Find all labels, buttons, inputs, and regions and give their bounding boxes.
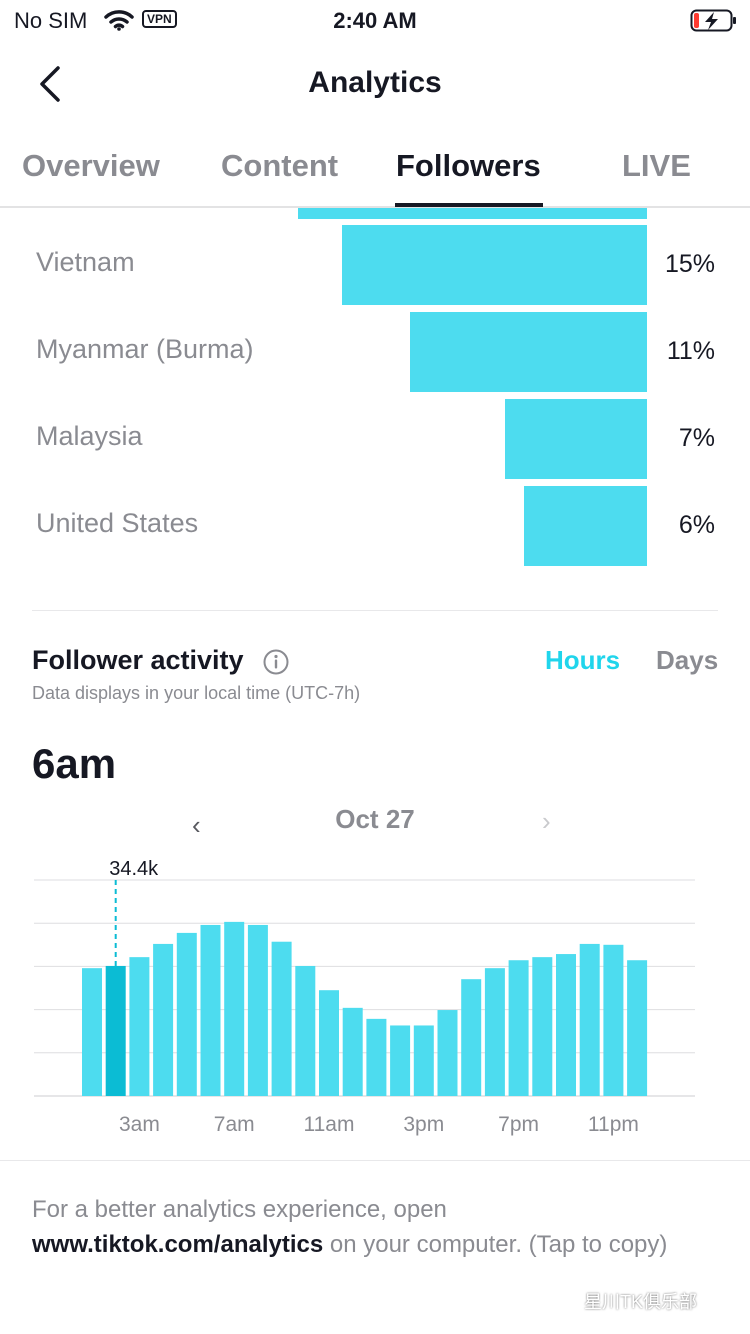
chart-bar-1pm[interactable] — [366, 1018, 387, 1096]
tab-live[interactable]: LIVE — [622, 148, 691, 183]
chart-bar-5am[interactable] — [176, 932, 197, 1096]
info-icon[interactable] — [262, 648, 290, 681]
watermark: 星川TK俱乐部 — [584, 1292, 698, 1312]
chart-bar-4pm[interactable] — [437, 1010, 458, 1096]
tab-overview[interactable]: Overview — [22, 148, 160, 183]
chart-bar-6pm[interactable] — [484, 968, 505, 1096]
previous-date-button[interactable]: ‹ — [192, 810, 201, 840]
country-name: Vietnam — [36, 247, 135, 277]
chart-bar-8am[interactable] — [247, 924, 268, 1096]
analytics-tabs: Overview Content Followers LIVE — [0, 140, 750, 208]
timezone-note: Data displays in your local time (UTC-7h… — [32, 683, 361, 703]
country-percent: 7% — [678, 424, 715, 452]
page-title: Analytics — [308, 66, 442, 99]
chart-bar-7pm[interactable] — [508, 960, 529, 1096]
analytics-link[interactable]: www.tiktok.com/analytics — [32, 1231, 324, 1258]
footer-divider — [0, 1160, 750, 1161]
date-label: Oct 27 — [335, 804, 415, 834]
country-name: Malaysia — [36, 421, 143, 451]
status-bar: No SIM VPN 2:40 AM — [0, 0, 750, 40]
days-toggle[interactable]: Days — [656, 645, 719, 675]
footer-text: For a better analytics experience, open — [32, 1196, 447, 1223]
section-divider — [32, 610, 718, 611]
x-tick-label: 7am — [214, 1113, 255, 1136]
chart-bar-10pm[interactable] — [579, 943, 600, 1096]
country-bar — [524, 486, 647, 566]
footer-text-after: on your computer. (Tap to copy) — [329, 1231, 668, 1258]
country-row: Malaysia 7% — [0, 399, 750, 481]
chart-bar-5pm[interactable] — [461, 979, 482, 1096]
country-percent: 11% — [666, 337, 715, 365]
analytics-footer-note[interactable]: For a better analytics experience, open … — [32, 1192, 722, 1262]
chart-bar-12am[interactable] — [627, 960, 648, 1096]
vpn-badge: VPN — [142, 10, 177, 28]
carrier-label: No SIM — [14, 8, 88, 33]
follower-activity-title: Follower activity — [32, 645, 244, 675]
chart-bar-9pm[interactable] — [556, 954, 576, 1096]
country-row: Vietnam 15% — [0, 225, 750, 307]
wifi-icon — [104, 9, 134, 36]
chart-bar-7am[interactable] — [224, 921, 245, 1096]
chart-bar-12pm[interactable] — [342, 1007, 363, 1096]
country-bar-partial — [298, 208, 647, 219]
active-tab-indicator — [395, 203, 543, 207]
x-tick-label: 7pm — [498, 1113, 539, 1136]
chart-bar-3am[interactable] — [129, 957, 150, 1096]
chart-bar-2am[interactable] — [105, 965, 126, 1096]
selected-hour: 6am — [32, 740, 117, 787]
tab-followers[interactable]: Followers — [396, 148, 541, 183]
chart-bar-2pm[interactable] — [390, 1025, 411, 1096]
chart-bar-3pm[interactable] — [413, 1025, 434, 1096]
country-percent: 6% — [678, 511, 715, 539]
country-row: United States 6% — [0, 486, 750, 568]
chart-bar-9am[interactable] — [271, 941, 292, 1096]
country-bar — [505, 399, 647, 479]
chart-bar-4am[interactable] — [153, 943, 174, 1096]
follower-activity-chart[interactable]: 34.4k 3am 7am 11am 3pm 7pm 11pm — [0, 850, 750, 1150]
chart-bar-10am[interactable] — [295, 965, 316, 1096]
tab-content[interactable]: Content — [221, 148, 339, 183]
x-tick-label: 11am — [304, 1113, 355, 1136]
country-bar — [342, 225, 647, 305]
chart-bar-6am[interactable] — [200, 924, 221, 1096]
country-bar — [410, 312, 647, 392]
battery-charging-icon — [690, 9, 738, 38]
back-button[interactable] — [34, 64, 68, 104]
country-row: Myanmar (Burma) 11% — [0, 312, 750, 394]
x-tick-label: 11pm — [588, 1113, 639, 1136]
selected-bar-value: 34.4k — [109, 858, 159, 880]
country-name: United States — [36, 508, 199, 538]
chart-bar-8pm[interactable] — [532, 957, 553, 1096]
country-percent: 15% — [664, 250, 715, 278]
back-arrow-icon — [40, 66, 60, 102]
next-date-button[interactable]: › — [542, 806, 551, 836]
chart-bar-11pm[interactable] — [603, 944, 624, 1096]
hours-toggle[interactable]: Hours — [545, 645, 621, 675]
country-name: Myanmar (Burma) — [36, 334, 254, 364]
chart-bar-11am[interactable] — [319, 990, 339, 1096]
x-tick-label: 3pm — [403, 1113, 444, 1136]
status-time: 2:40 AM — [333, 8, 417, 33]
x-tick-label: 3am — [119, 1113, 160, 1136]
chart-bar-1am[interactable] — [82, 968, 102, 1096]
